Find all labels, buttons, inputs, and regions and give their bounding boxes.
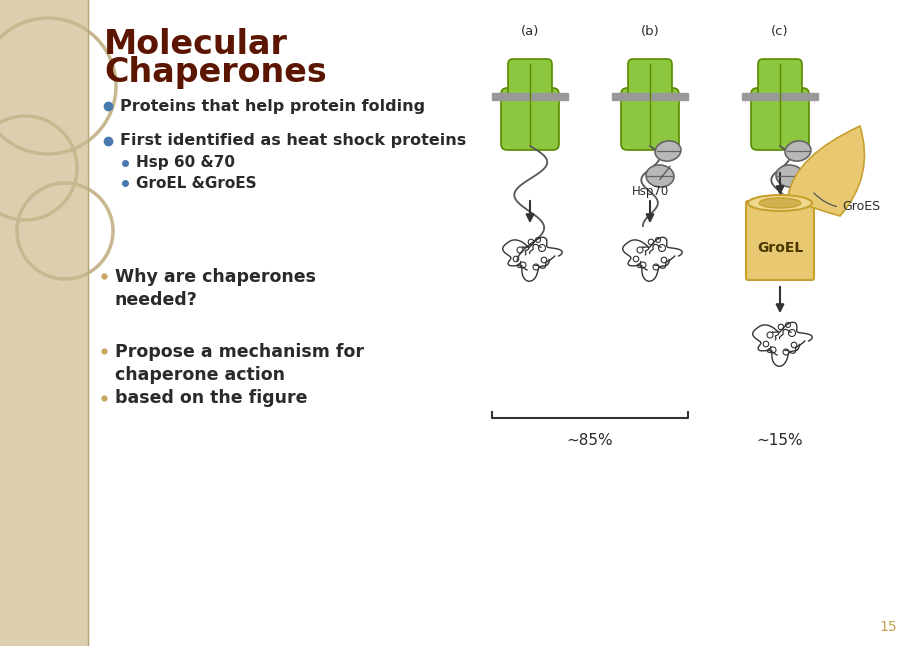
Text: Propose a mechanism for
chaperone action: Propose a mechanism for chaperone action	[115, 343, 363, 384]
Bar	[611, 93, 687, 100]
FancyBboxPatch shape	[500, 88, 558, 150]
Text: ~85%: ~85%	[566, 433, 612, 448]
Text: GroEL: GroEL	[756, 241, 803, 255]
FancyBboxPatch shape	[628, 59, 671, 99]
Text: (a): (a)	[520, 25, 538, 37]
Ellipse shape	[747, 195, 811, 211]
Text: Chaperones: Chaperones	[104, 56, 326, 89]
Ellipse shape	[775, 165, 804, 187]
Text: Hsp70: Hsp70	[631, 166, 670, 198]
Bar	[0, 0, 87, 646]
FancyBboxPatch shape	[507, 59, 551, 99]
Text: Molecular: Molecular	[104, 28, 288, 61]
PathPatch shape	[787, 126, 864, 216]
Text: Hsp 60 &70: Hsp 60 &70	[136, 156, 235, 171]
Text: 15: 15	[878, 620, 896, 634]
Ellipse shape	[758, 198, 800, 208]
Text: ~15%: ~15%	[756, 433, 803, 448]
Ellipse shape	[654, 141, 681, 161]
FancyBboxPatch shape	[750, 88, 808, 150]
Text: Why are chaperones
needed?: Why are chaperones needed?	[115, 268, 315, 309]
Text: (b): (b)	[640, 25, 659, 37]
Ellipse shape	[784, 141, 810, 161]
Bar	[491, 93, 568, 100]
Ellipse shape	[645, 165, 673, 187]
Text: Proteins that help protein folding: Proteins that help protein folding	[120, 98, 425, 114]
Text: (c): (c)	[771, 25, 788, 37]
Text: GroEL &GroES: GroEL &GroES	[136, 176, 256, 191]
FancyBboxPatch shape	[757, 59, 801, 99]
FancyBboxPatch shape	[745, 201, 814, 280]
FancyBboxPatch shape	[620, 88, 679, 150]
Bar	[742, 93, 817, 100]
Text: GroES: GroES	[813, 193, 879, 213]
Text: based on the figure: based on the figure	[115, 389, 307, 407]
Text: First identified as heat shock proteins: First identified as heat shock proteins	[120, 134, 466, 149]
